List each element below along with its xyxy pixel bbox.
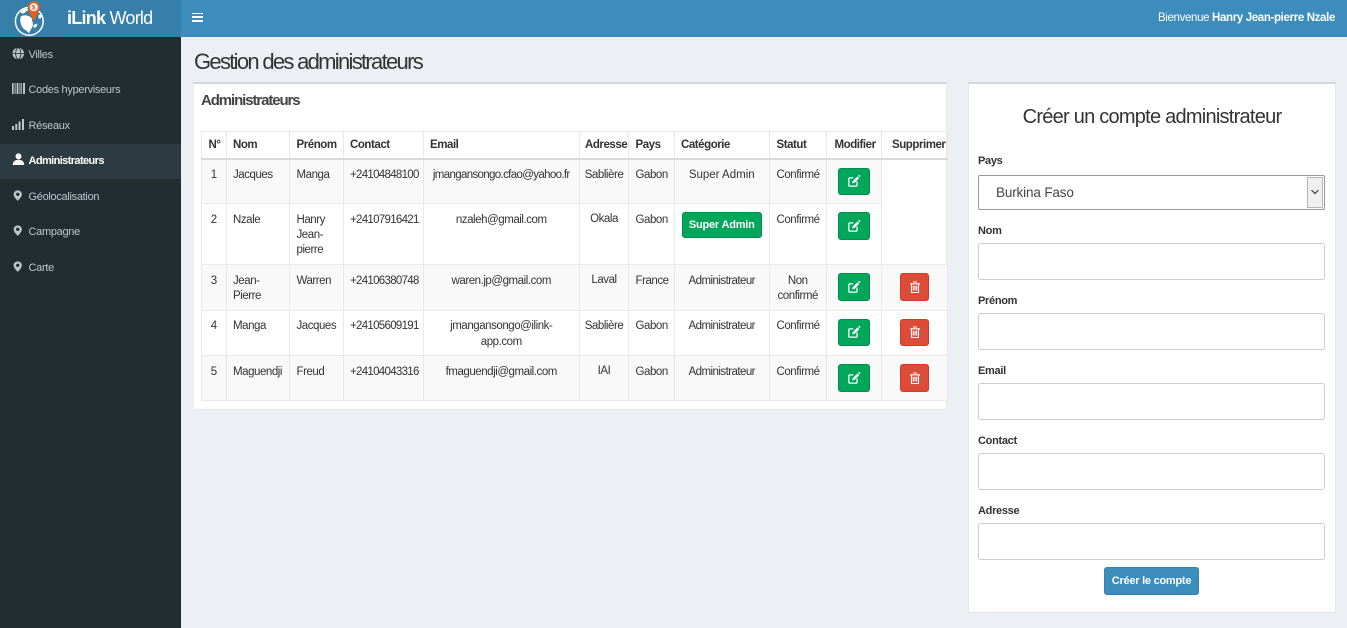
svg-text:$: $ (32, 4, 36, 11)
